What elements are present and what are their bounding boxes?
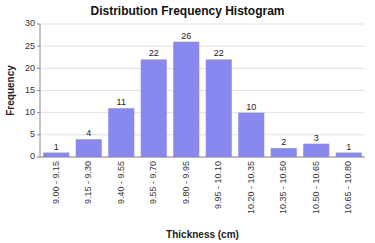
- grid-line: [40, 90, 365, 91]
- data-label: 22: [149, 48, 159, 58]
- bars: [43, 42, 362, 157]
- chart-container: 0510152025301411222622102319.00 - 9.159.…: [0, 0, 375, 243]
- y-tick-label: 15: [25, 85, 35, 95]
- data-label: 10: [246, 102, 256, 112]
- bar: [108, 108, 134, 157]
- bar: [173, 42, 199, 157]
- y-tick-label: 30: [25, 18, 35, 28]
- y-tick-label: 5: [30, 129, 35, 139]
- data-label: 22: [214, 48, 224, 58]
- data-label: 2: [281, 137, 286, 147]
- y-tick-label: 25: [25, 41, 35, 51]
- x-tick-label: 9.95 - 10.10: [213, 161, 223, 209]
- page: {"chart_data": {"type": "bar", "title": …: [0, 0, 375, 243]
- x-tick-label: 10.65 - 10.80: [343, 161, 353, 214]
- y-grid: [40, 24, 365, 157]
- y-tick-label: 10: [25, 107, 35, 117]
- y-axis-line: [40, 24, 41, 157]
- data-label: 11: [117, 97, 126, 107]
- data-label: 1: [346, 142, 351, 152]
- x-axis-label: Thickness (cm): [166, 229, 239, 240]
- x-tick-label: 10.20 - 10.35: [246, 161, 256, 214]
- y-tick-label: 20: [25, 63, 35, 73]
- bar: [76, 139, 102, 157]
- chart-svg: 0510152025301411222622102319.00 - 9.159.…: [0, 0, 375, 243]
- data-label: 4: [86, 128, 91, 138]
- bar: [141, 59, 167, 157]
- bar: [336, 153, 362, 157]
- x-tick-label: 9.55 - 9.70: [148, 161, 158, 204]
- grid-line: [40, 46, 365, 47]
- bar: [303, 144, 329, 157]
- bar: [238, 113, 264, 157]
- x-tick-label: 9.40 - 9.55: [116, 161, 126, 204]
- grid-line: [40, 157, 365, 158]
- y-axis-label: Frequency: [5, 65, 16, 116]
- x-tick-label: 10.50 - 10.65: [311, 161, 321, 214]
- grid-line: [40, 24, 365, 25]
- x-axis-line: [40, 157, 365, 158]
- chart-title: Distribution Frequency Histogram: [90, 4, 284, 18]
- data-label: 26: [181, 31, 191, 41]
- bar: [43, 153, 69, 157]
- x-tick-label: 9.15 - 9.30: [83, 161, 93, 204]
- grid-line: [40, 112, 365, 113]
- data-label: 3: [314, 133, 319, 143]
- x-tick-label: 10.35 - 10.50: [278, 161, 288, 214]
- y-ticks: 0 5 10 15 20 25 30: [25, 18, 40, 161]
- x-tick-label: 9.00 - 9.15: [51, 161, 61, 204]
- bar: [206, 59, 232, 157]
- x-ticks: 9.00 - 9.15 9.15 - 9.30 9.40 - 9.55 9.55 - …: [51, 161, 354, 214]
- x-tick-label: 9.80 - 9.95: [181, 161, 191, 204]
- y-tick-label: 0: [30, 151, 35, 161]
- bar: [271, 148, 297, 157]
- data-label: 1: [54, 142, 59, 152]
- grid-line: [40, 68, 365, 69]
- data-labels: 1 4 11 22 26 22 10 2 3 1: [54, 31, 352, 152]
